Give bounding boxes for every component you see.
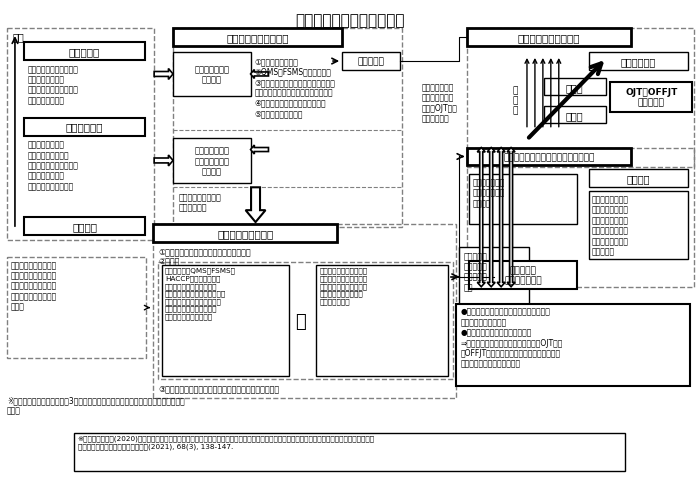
FancyBboxPatch shape — [459, 248, 529, 309]
FancyBboxPatch shape — [316, 265, 449, 376]
Text: 社内知識：社内ルール・
基準、製品知識、サプラ
イチェーン、品質トラブ
ル事例、品質管理、ク
レーム対応など: 社内知識：社内ルール・ 基準、製品知識、サプラ イチェーン、品質トラブ ル事例、… — [319, 267, 368, 304]
Text: 顧客に製品の品
質を保証: 顧客に製品の品 質を保証 — [195, 65, 230, 84]
Text: 満たされなくても顧客の
不満に繋がらず、
満たされることで顧客の
満足に繋がる品質: 満たされなくても顧客の 不満に繋がらず、 満たされることで顧客の 満足に繋がる品… — [28, 65, 78, 105]
FancyBboxPatch shape — [162, 265, 289, 376]
Text: 人事異動：異動
後に育成される
例が多い: 人事異動：異動 後に育成される 例が多い — [473, 178, 505, 208]
FancyBboxPatch shape — [24, 119, 145, 136]
Text: 全社の人材
（会社の土台）: 全社の人材 （会社の土台） — [504, 265, 542, 285]
FancyBboxPatch shape — [7, 29, 154, 240]
FancyBboxPatch shape — [24, 217, 145, 236]
Text: ①品質マネジメント
②QMS・FSMSの維持・向上
③品質関連の審査：製品導入、原材料
　使用や製造委託先との取引可否判断
④品質関連の課題・問題への対応
⑤品: ①品質マネジメント ②QMS・FSMSの維持・向上 ③品質関連の審査：製品導入、… — [255, 57, 335, 118]
FancyBboxPatch shape — [469, 261, 577, 289]
Text: ●品質保証部門（人材の集合）で品質保証
　人材の要件を満たす
●人事異動によって人材が流動的
⇒品質保証部門の業務を推進しつつ（OJT）、
　OFFJTと併せて: ●品質保証部門（人材の集合）で品質保証 人材の要件を満たす ●人事異動によって人… — [461, 307, 563, 368]
Polygon shape — [507, 148, 515, 287]
Text: 品質保証人材の要件: 品質保証人材の要件 — [218, 228, 274, 239]
Text: 管理職: 管理職 — [566, 110, 584, 120]
Polygon shape — [251, 71, 269, 79]
Text: 社内教育: 社内教育 — [626, 174, 650, 184]
Text: 業務の遂行: 業務の遂行 — [358, 58, 384, 66]
Polygon shape — [154, 69, 173, 80]
Text: 品質保証部門の主業務: 品質保証部門の主業務 — [226, 33, 289, 43]
FancyBboxPatch shape — [74, 433, 625, 471]
FancyBboxPatch shape — [469, 175, 577, 225]
Text: 事業活動の前提。
満たされていないと
顧客の不満に繋がる品質
＝食品安全、違法
（食品関連法規）など: 事業活動の前提。 満たされていないと 顧客の不満に繋がる品質 ＝食品安全、違法 … — [28, 140, 78, 191]
Text: 専門職: 専門職 — [566, 83, 584, 93]
Text: 業務範囲が広く
体系化しにくい
ため、OJTによ
る教育が中心: 業務範囲が広く 体系化しにくい ため、OJTによ る教育が中心 — [421, 83, 458, 123]
Polygon shape — [477, 148, 485, 287]
FancyBboxPatch shape — [456, 304, 690, 386]
Text: ①経験：工場、開発等の他部門の業務経験
②知識：: ①経験：工場、開発等の他部門の業務経験 ②知識： — [158, 246, 251, 266]
Polygon shape — [246, 188, 265, 223]
Polygon shape — [251, 146, 269, 155]
FancyBboxPatch shape — [153, 225, 337, 242]
FancyBboxPatch shape — [544, 79, 606, 96]
FancyBboxPatch shape — [173, 53, 251, 96]
Text: 魅力的品質: 魅力的品質 — [69, 47, 100, 57]
Text: 価値: 価値 — [13, 32, 24, 42]
Polygon shape — [154, 156, 173, 167]
FancyBboxPatch shape — [158, 263, 454, 379]
Text: 業務の内容（機能）・製品カテゴリー: 業務の内容（機能）・製品カテゴリー — [503, 153, 594, 162]
Text: OJT＋OFFJT
による教育: OJT＋OFFJT による教育 — [625, 88, 678, 108]
Text: 品質保証人材の育成の流れ: 品質保証人材の育成の流れ — [295, 13, 405, 28]
Text: 社内で人材が流動
的であり、また製
品品質に関わる部
署が広いため、全
社的な品質関連の
教育は重要: 社内で人材が流動 的であり、また製 品品質に関わる部 署が広いため、全 社的な品… — [592, 195, 629, 256]
Text: ※白抜き矢印は、製品品質と3つのカテゴリー（太枠で示したタイトル）の間の相関
を示す: ※白抜き矢印は、製品品質と3つのカテゴリー（太枠で示したタイトル）の間の相関 を… — [7, 395, 185, 415]
Text: 顧客に製品の品
質を保証するた
めの業務: 顧客に製品の品 質を保証するた めの業務 — [195, 146, 230, 176]
Text: ③能力：コミュニケーション、リスクマネジメントなど: ③能力：コミュニケーション、リスクマネジメントなど — [158, 384, 279, 392]
Text: ＋: ＋ — [295, 312, 306, 330]
Text: 教育による人材育成例: 教育による人材育成例 — [517, 33, 580, 43]
Text: 業務を遂行するため
の人材の要件: 業務を遂行するため の人材の要件 — [179, 193, 222, 212]
FancyBboxPatch shape — [173, 138, 251, 184]
FancyBboxPatch shape — [342, 53, 400, 71]
Text: 品質保証人材: 品質保証人材 — [621, 57, 656, 67]
FancyBboxPatch shape — [610, 83, 692, 112]
Text: 当たり前品質: 当たり前品質 — [66, 122, 104, 132]
FancyBboxPatch shape — [468, 29, 631, 47]
Text: 食品関連法規等の一般
的知識だけではなく、
製品品質を保証するた
め、社内の知識、経験
が必要: 食品関連法規等の一般 的知識だけではなく、 製品品質を保証するた め、社内の知識… — [11, 260, 57, 311]
FancyBboxPatch shape — [589, 192, 688, 259]
FancyBboxPatch shape — [468, 148, 631, 166]
Text: 一般的知識：QMS、FSMS、
HACCP、食品関連法規
（特に表示）、トレーサビ
リティ、衛生微生物制御、賞味
期間設定、アレルゲン管理、
異物混入防止、フー: 一般的知識：QMS、FSMS、 HACCP、食品関連法規 （特に表示）、トレーサ… — [165, 267, 236, 320]
FancyBboxPatch shape — [24, 43, 145, 61]
Text: ※出典＝松本隆志(2020)「食品製造者における品質保証人材の育成に関する質的研究－食品安全を含む品質保証に関わる人材の教育の実態調査と
考察－」『日本食品科学: ※出典＝松本隆志(2020)「食品製造者における品質保証人材の育成に関する質的研… — [78, 435, 374, 449]
FancyBboxPatch shape — [173, 29, 342, 47]
Text: 製品品質: 製品品質 — [72, 222, 97, 231]
FancyBboxPatch shape — [589, 170, 688, 188]
Text: 専
門
性: 専 門 性 — [512, 86, 518, 116]
FancyBboxPatch shape — [7, 257, 146, 359]
Polygon shape — [497, 148, 505, 287]
FancyBboxPatch shape — [589, 53, 688, 71]
FancyBboxPatch shape — [544, 107, 606, 123]
Text: 個々の要件
が力量表に
落とし込ま
れる: 個々の要件 が力量表に 落とし込ま れる — [463, 252, 487, 291]
Polygon shape — [487, 148, 495, 287]
